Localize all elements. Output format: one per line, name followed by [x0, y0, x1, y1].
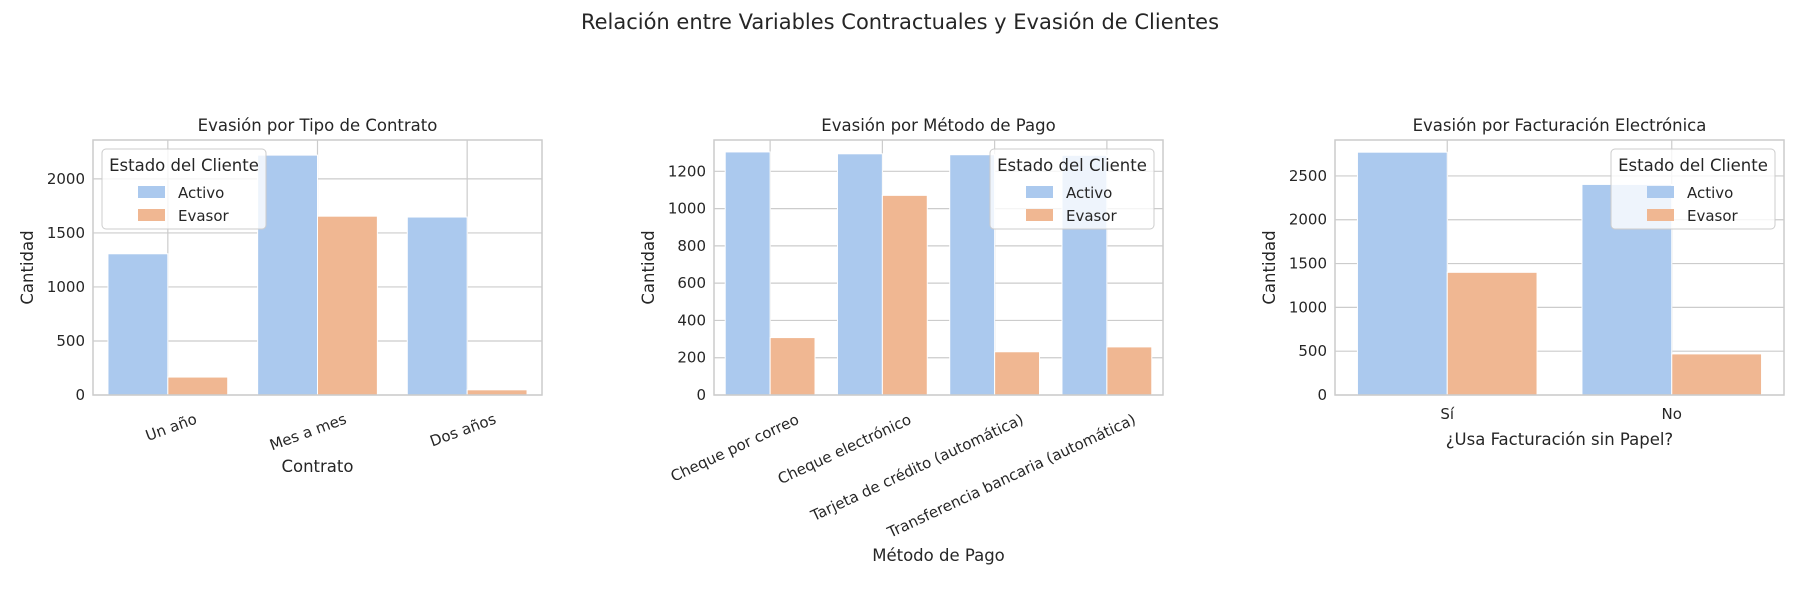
legend-swatch-activo [1026, 186, 1053, 198]
legend-label-activo: Activo [1066, 184, 1112, 202]
bar-evasor-2 [994, 351, 1041, 396]
y-tick-label: 500 [56, 332, 85, 350]
y-tick-label: 1200 [668, 162, 706, 180]
x-axis-label: Contrato [281, 457, 353, 476]
legend-swatch-activo [1647, 186, 1674, 198]
bar-evasor-0 [1446, 271, 1538, 396]
bar-activo-2 [406, 216, 468, 396]
bar-evasor-0 [769, 337, 816, 396]
legend-label-evasor: Evasor [1687, 207, 1739, 225]
x-tick-label: No [1662, 405, 1682, 423]
legend-label-evasor: Evasor [178, 207, 230, 225]
bar-activo-1 [257, 154, 318, 396]
x-axis-label: Método de Pago [872, 546, 1005, 565]
bar-activo-1 [836, 153, 883, 396]
bar-evasor-3 [1106, 346, 1153, 396]
legend: Estado del Cliente Activo Evasor [101, 148, 267, 230]
chart-title: Evasión por Facturación Electrónica [1413, 116, 1707, 135]
bar-evasor-1 [317, 215, 378, 396]
y-tick-label: 800 [677, 237, 706, 255]
y-tick-label: 400 [677, 311, 706, 329]
axes-frame [713, 139, 1164, 396]
bar-activo-2 [949, 154, 996, 396]
y-tick-label: 0 [75, 386, 85, 404]
legend-title: Estado del Cliente [997, 156, 1147, 175]
figure-suptitle: Relación entre Variables Contractuales y… [581, 10, 1219, 34]
y-tick-label: 1000 [1289, 298, 1327, 316]
bar-evasor-0 [167, 376, 229, 396]
x-tick-label: Sí [1440, 405, 1455, 423]
legend-label-activo: Activo [178, 184, 224, 202]
y-tick-label: 2000 [47, 170, 85, 188]
legend-title: Estado del Cliente [1618, 156, 1768, 175]
legend-swatch-evasor [138, 209, 165, 221]
bar-activo-0 [724, 151, 771, 396]
bar-evasor-2 [466, 389, 528, 396]
chart-title: Evasión por Método de Pago [821, 116, 1055, 135]
chart-title: Evasión por Tipo de Contrato [198, 116, 438, 135]
bar-evasor-1 [1671, 353, 1763, 396]
legend: Estado del Cliente Activo Evasor [1610, 148, 1776, 230]
axes-frame [92, 139, 543, 396]
y-tick-label: 0 [1317, 386, 1327, 404]
y-tick-label: 200 [677, 349, 706, 367]
y-tick-label: 2500 [1289, 167, 1327, 185]
bar-evasor-1 [881, 194, 928, 396]
chart-2: 0 500 1000 1500 2000 2500 Sí No Evasión por Fact… [1260, 116, 1785, 449]
y-tick-label: 1500 [47, 224, 85, 242]
y-tick-label: 2000 [1289, 211, 1327, 229]
y-tick-label: 0 [696, 386, 706, 404]
bar-activo-0 [107, 253, 169, 396]
legend-label-activo: Activo [1687, 184, 1733, 202]
y-tick-label: 1000 [668, 200, 706, 218]
x-axis-label: ¿Usa Facturación sin Papel? [1446, 430, 1673, 449]
axes-frame [1334, 139, 1785, 396]
legend-title: Estado del Cliente [109, 156, 259, 175]
y-tick-label: 600 [677, 274, 706, 292]
legend-swatch-evasor [1647, 209, 1674, 221]
y-axis-label: Cantidad [639, 230, 658, 304]
legend-label-evasor: Evasor [1066, 207, 1118, 225]
y-axis-label: Cantidad [18, 230, 37, 304]
legend-swatch-activo [138, 186, 165, 198]
y-axis-label: Cantidad [1260, 230, 1279, 304]
bar-activo-0 [1356, 151, 1448, 396]
y-tick-label: 500 [1298, 342, 1327, 360]
y-tick-label: 1000 [47, 278, 85, 296]
y-tick-label: 1500 [1289, 255, 1327, 273]
legend: Estado del Cliente Activo Evasor [989, 148, 1155, 230]
legend-swatch-evasor [1026, 209, 1053, 221]
